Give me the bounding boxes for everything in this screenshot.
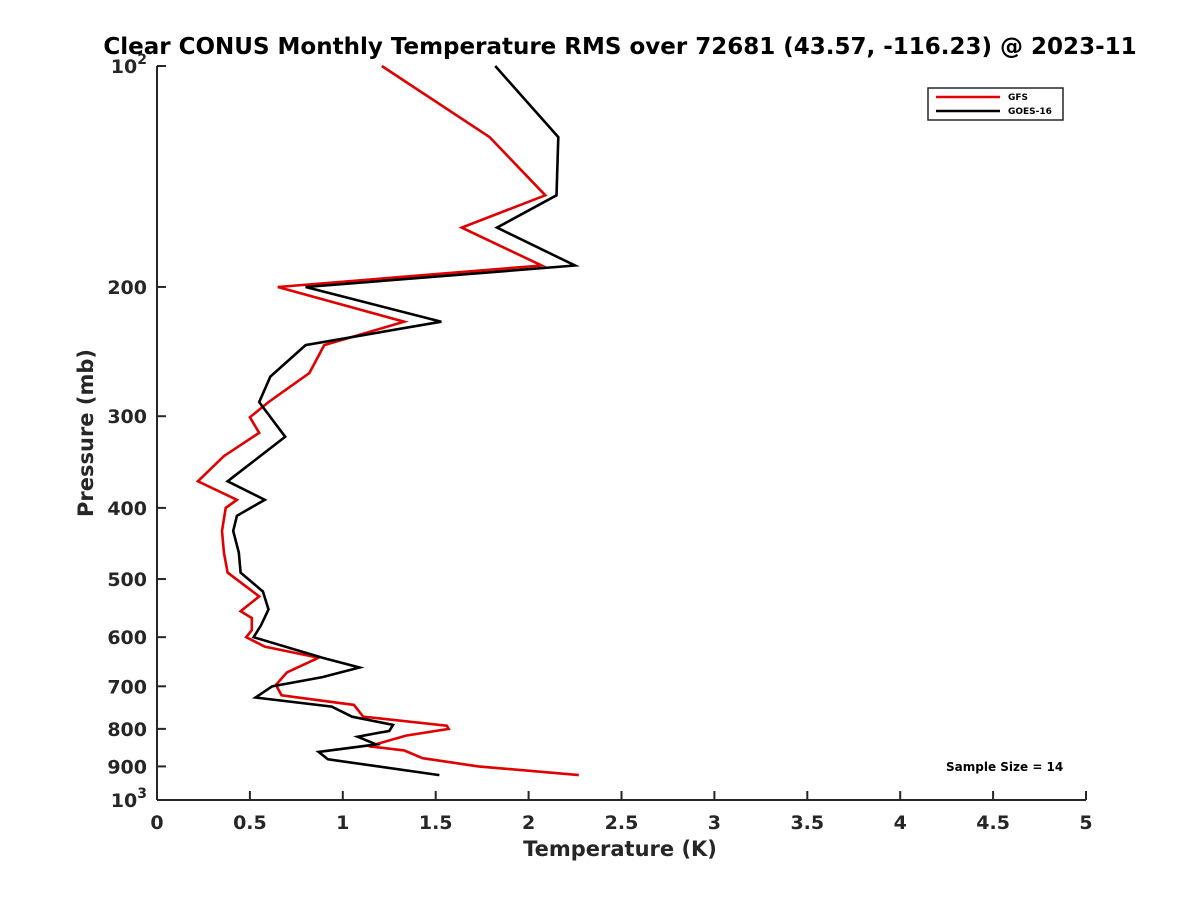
x-tick-label: 4.5: [976, 812, 1010, 834]
x-tick-label: 1: [336, 812, 349, 834]
series-line-goes-16: [225, 65, 580, 777]
series-line-gfs: [195, 64, 579, 777]
y-tick-label: 103: [111, 786, 147, 812]
y-tick-label: 102: [111, 52, 147, 78]
y-tick-label: 900: [107, 756, 147, 778]
chart-title: Clear CONUS Monthly Temperature RMS over…: [103, 34, 1136, 60]
x-tick-label: 0: [150, 812, 163, 834]
x-axis-title: Temperature (K): [523, 837, 717, 861]
x-tick-label: 4: [894, 812, 907, 834]
y-tick-label: 400: [107, 498, 147, 520]
legend: GFS GOES-16: [927, 87, 1064, 121]
y-ticks: 102 200 300 400 500 600 700 800 900 103: [107, 52, 166, 812]
y-tick-label: 600: [107, 627, 147, 649]
y-axis-title: Pressure (mb): [74, 349, 98, 517]
sample-size-annotation: Sample Size = 14: [946, 760, 1063, 774]
y-tick-label: 700: [107, 676, 147, 698]
legend-box: [927, 87, 1064, 121]
y-tick-label: 200: [107, 277, 147, 299]
x-tick-label: 2.5: [605, 812, 639, 834]
x-tick-label: 0.5: [233, 812, 267, 834]
plot-area: 0 0.5 1 1.5 2 2.5 3 3.5 4 4.5 5 102 200 300 400 500 600…: [107, 52, 1092, 834]
y-tick-label: 500: [107, 569, 147, 591]
x-tick-label: 3: [708, 812, 721, 834]
x-tick-label: 5: [1079, 812, 1092, 834]
x-ticks: 0 0.5 1 1.5 2 2.5 3 3.5 4 4.5 5: [150, 791, 1093, 834]
y-tick-label: 800: [107, 719, 147, 741]
x-tick-label: 1.5: [419, 812, 453, 834]
x-tick-label: 3.5: [790, 812, 824, 834]
legend-label: GFS: [1008, 93, 1028, 103]
y-tick-label: 300: [107, 406, 147, 428]
x-tick-label: 2: [522, 812, 535, 834]
legend-label: GOES-16: [1008, 107, 1052, 117]
series-lines: [195, 64, 580, 777]
